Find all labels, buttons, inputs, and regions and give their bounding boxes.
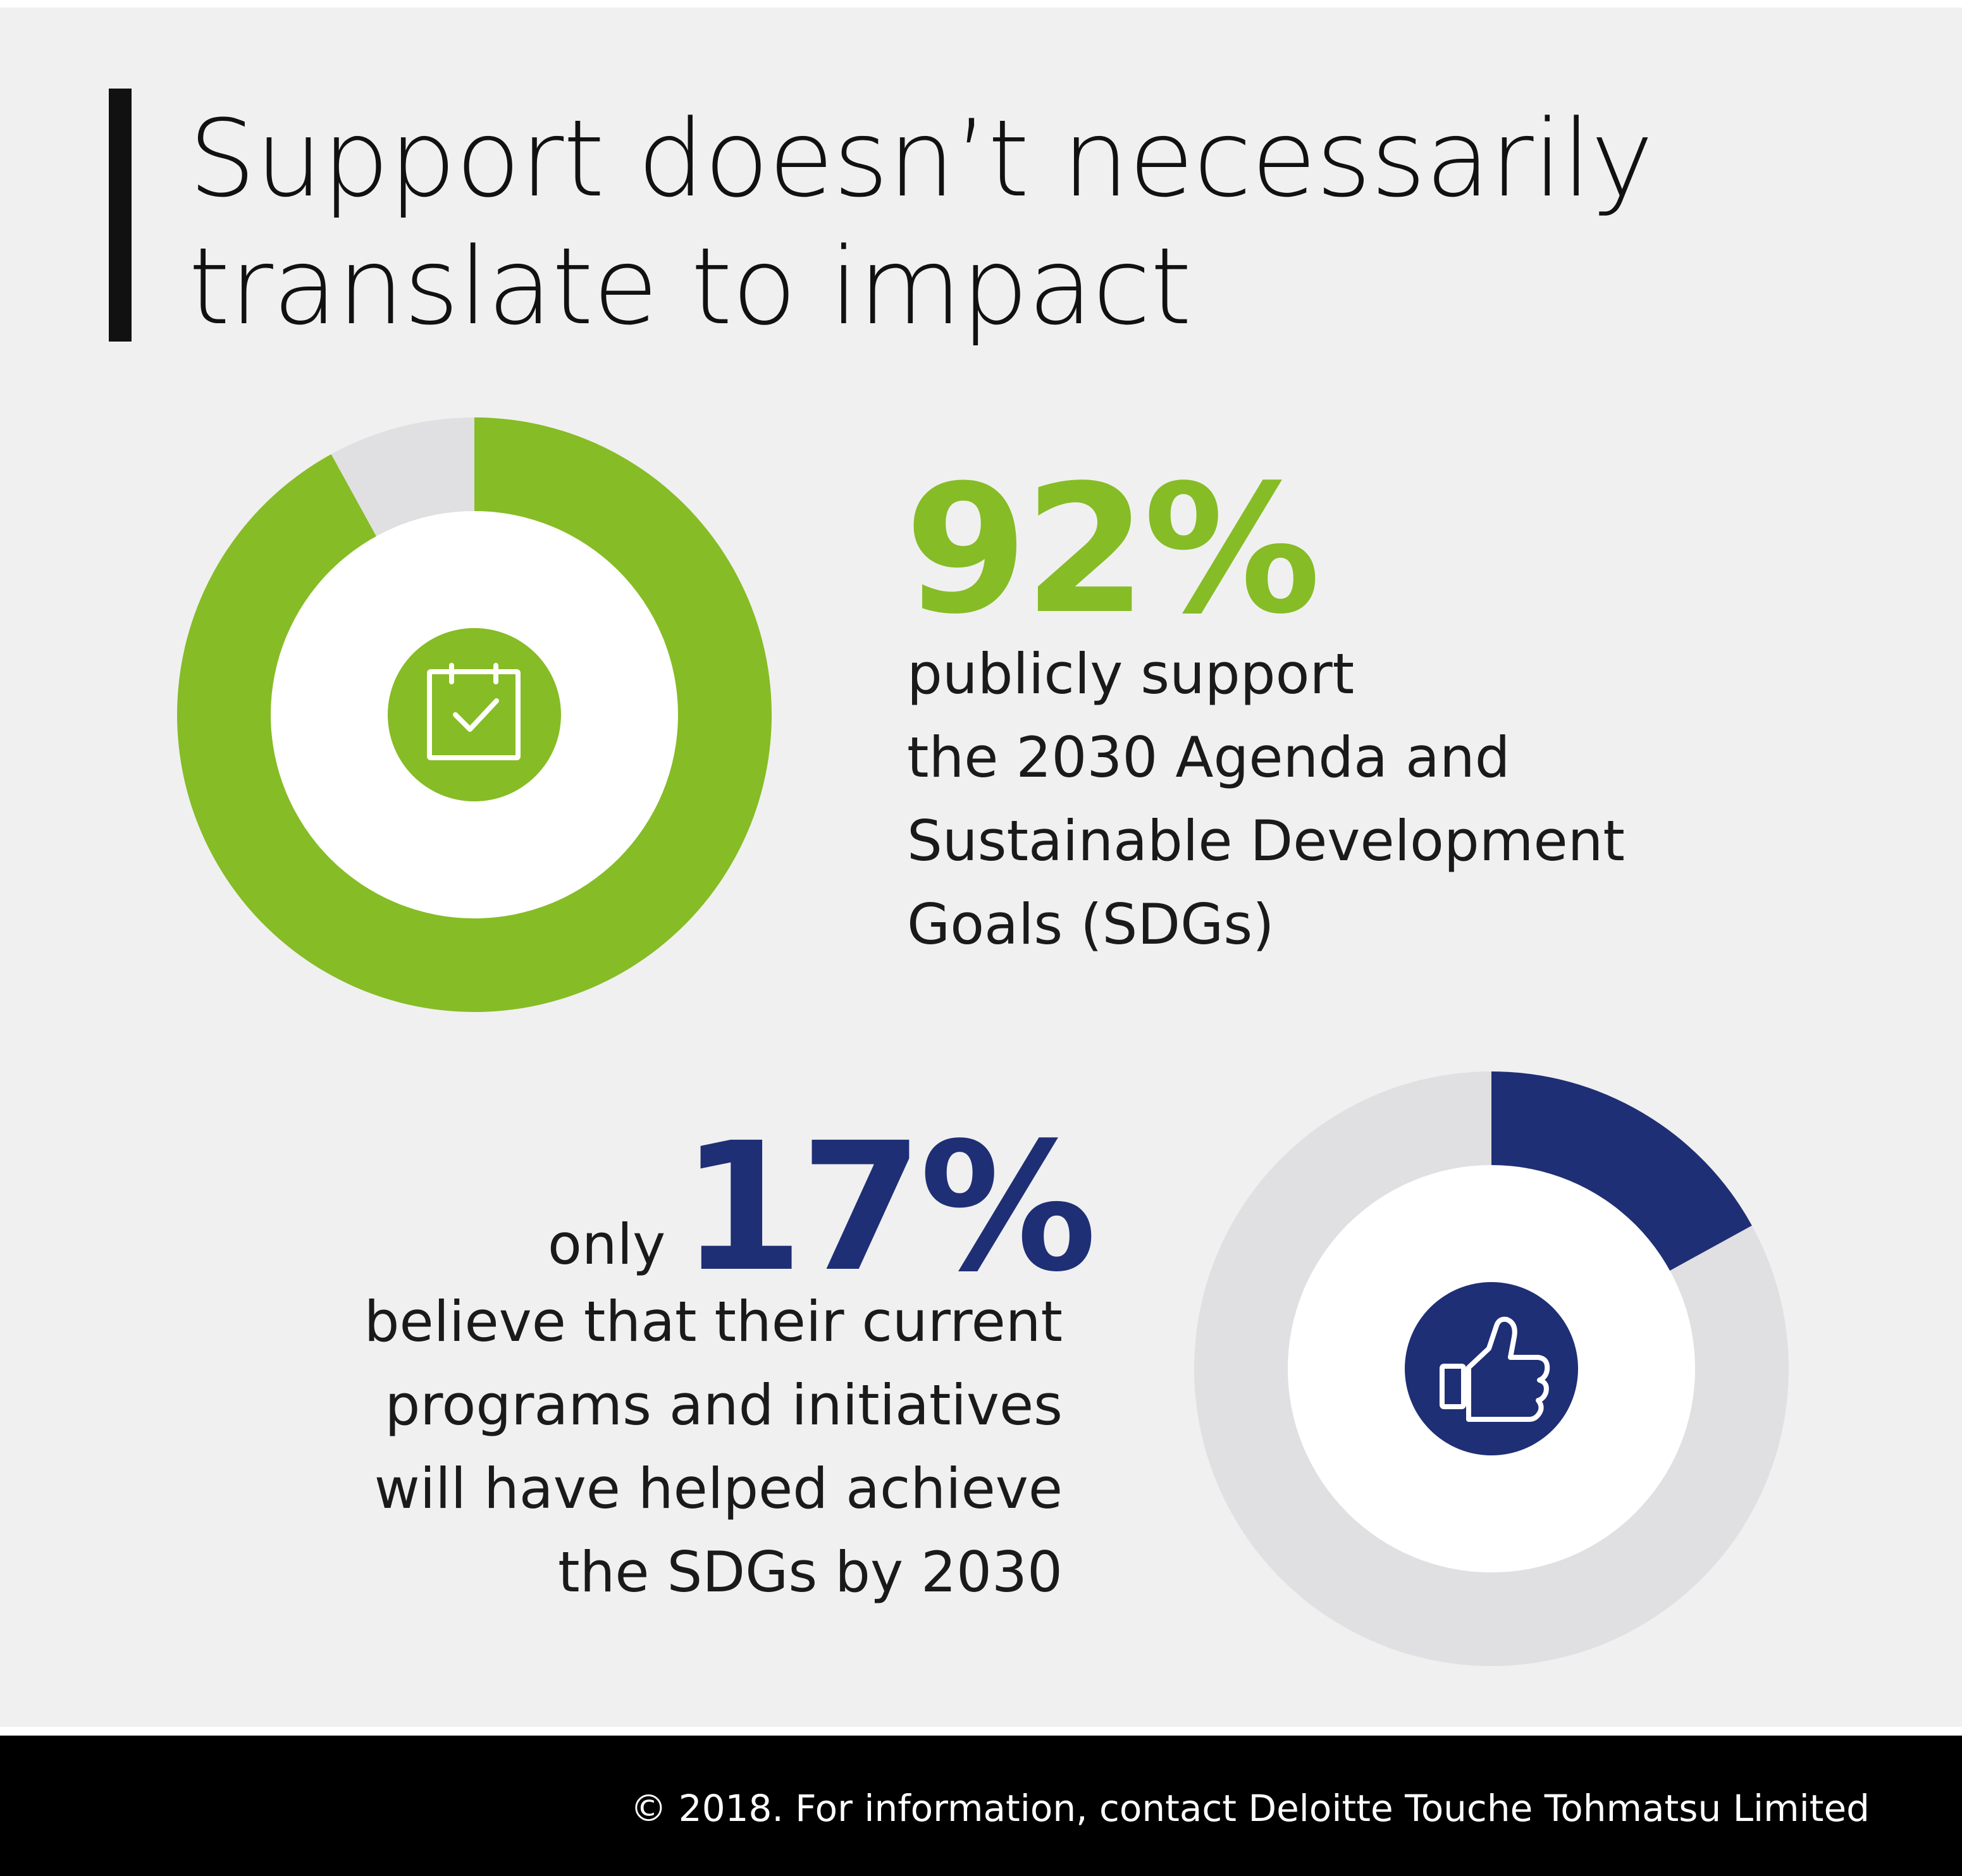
description-line: programs and initiatives bbox=[385, 1373, 1063, 1438]
description-line: believe that their current bbox=[364, 1289, 1063, 1354]
description-line: publicly support bbox=[907, 641, 1355, 707]
title-line-1: Support doesn’t necessarily bbox=[188, 97, 1653, 221]
stat-prefix-only: only bbox=[548, 1212, 666, 1277]
stat-description-support: publicly support the 2030 Agenda and Sus… bbox=[907, 633, 1625, 966]
donut-chart-support bbox=[177, 417, 772, 1012]
description-line: Goals (SDGs) bbox=[907, 892, 1274, 957]
page-title: Support doesn’t necessarily translate to… bbox=[188, 95, 1833, 350]
donut-chart-impact bbox=[1194, 1071, 1789, 1666]
description-line: the 2030 Agenda and bbox=[907, 725, 1510, 790]
stat-value-92: 92% bbox=[904, 447, 1321, 653]
title-line-2: translate to impact bbox=[188, 225, 1192, 349]
stat-value-17: 17% bbox=[681, 1105, 1097, 1311]
footer-copyright: © 2018. For information, contact Deloitt… bbox=[630, 1787, 1870, 1830]
description-line: Sustainable Development bbox=[907, 808, 1625, 873]
thumbs-up-icon bbox=[1405, 1282, 1578, 1455]
footer: © 2018. For information, contact Deloitt… bbox=[0, 1736, 1962, 1876]
description-line: will have helped achieve bbox=[374, 1456, 1063, 1521]
calendar-check-icon bbox=[388, 628, 561, 801]
description-line: the SDGs by 2030 bbox=[558, 1540, 1063, 1605]
title-accent-bar bbox=[109, 89, 132, 342]
stat-description-impact: believe that their current programs and … bbox=[364, 1280, 1063, 1614]
